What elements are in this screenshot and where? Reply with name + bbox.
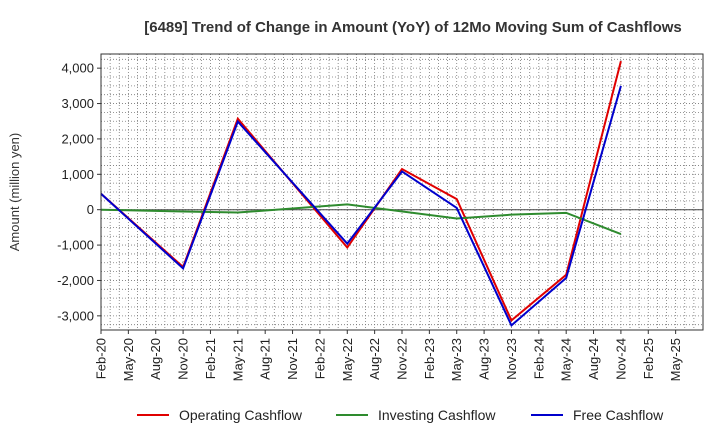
x-tick-label: Feb-25 [641, 338, 656, 379]
x-tick-label: Aug-24 [586, 338, 601, 380]
x-tick-label: May-20 [121, 338, 136, 381]
y-tick-label: 4,000 [61, 61, 94, 76]
y-tick-label: -3,000 [57, 308, 94, 323]
investing-cashflow-line [100, 203, 622, 236]
x-tick-label: Aug-20 [148, 338, 163, 380]
legend-label-investing-cashflow: Investing Cashflow [378, 407, 496, 423]
free-cashflow-line [100, 85, 622, 328]
chart-title: [6489] Trend of Change in Amount (YoY) o… [144, 19, 682, 36]
x-tick-label: May-25 [668, 338, 683, 381]
x-tick-label: Nov-24 [613, 338, 628, 380]
x-tick-label: Nov-20 [176, 338, 191, 380]
x-tick-label: Aug-21 [258, 338, 273, 380]
x-tick-label: Feb-20 [94, 338, 109, 379]
x-tick-label: Aug-23 [477, 338, 492, 380]
legend-label-free-cashflow: Free Cashflow [573, 407, 664, 423]
x-tick-label: May-21 [230, 338, 245, 381]
series-layer [100, 60, 622, 328]
y-tick-label: 0 [87, 202, 94, 217]
x-tick-label: May-22 [340, 338, 355, 381]
x-axis-ticks: Feb-20 May-20 Aug-20 Nov-20 Feb-21 May-21 Aug-… [94, 330, 683, 381]
y-tick-label: 2,000 [61, 131, 94, 146]
x-tick-label: Nov-21 [285, 338, 300, 380]
y-tick-label: -1,000 [57, 238, 94, 253]
x-tick-label: Feb-22 [312, 338, 327, 379]
legend: Operating Cashflow Investing Cashflow Free… [137, 407, 664, 423]
y-tick-label: 3,000 [61, 96, 94, 111]
y-axis-label: Amount (million yen) [7, 133, 22, 252]
y-tick-label: 1,000 [61, 167, 94, 182]
y-axis-ticks: 4,000 3,000 2,000 1,000 0 -1,000 -2,000 -3,000 [57, 61, 101, 323]
x-tick-label: May-23 [449, 338, 464, 381]
x-tick-label: Feb-23 [422, 338, 437, 379]
x-tick-label: Aug-22 [367, 338, 382, 380]
y-tick-label: -2,000 [57, 273, 94, 288]
x-tick-label: Feb-24 [531, 338, 546, 379]
x-tick-label: May-24 [559, 338, 574, 381]
legend-label-operating-cashflow: Operating Cashflow [179, 407, 303, 423]
x-tick-label: Feb-21 [203, 338, 218, 379]
x-tick-label: Nov-22 [395, 338, 410, 380]
x-tick-label: Nov-23 [504, 338, 519, 380]
